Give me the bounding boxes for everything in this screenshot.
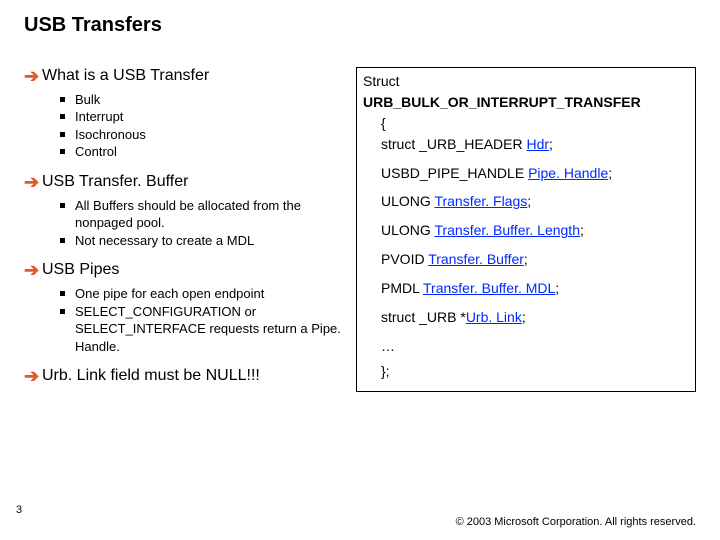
sublist-2: All Buffers should be allocated from the…: [24, 197, 348, 250]
list-item: Control: [60, 143, 348, 161]
code-text: ULONG: [381, 222, 434, 238]
struct-name: URB_BULK_OR_INTERRUPT_TRANSFER: [363, 94, 641, 110]
code-line: struct _URB *Urb. Link;: [363, 308, 689, 327]
code-text: PVOID: [381, 251, 428, 267]
code-line: struct _URB_HEADER Hdr;: [363, 135, 689, 154]
code-struct-box: Struct URB_BULK_OR_INTERRUPT_TRANSFER { …: [356, 67, 696, 392]
code-link[interactable]: Hdr: [526, 136, 549, 152]
code-link[interactable]: Pipe. Handle: [528, 165, 608, 181]
list-item: SELECT_CONFIGURATION or SELECT_INTERFACE…: [60, 303, 348, 356]
code-text: ;: [549, 136, 553, 152]
section-title: USB Transfer. Buffer: [42, 173, 188, 191]
list-item: All Buffers should be allocated from the…: [60, 197, 348, 232]
list-text: Interrupt: [75, 108, 123, 126]
code-line: URB_BULK_OR_INTERRUPT_TRANSFER: [363, 93, 689, 112]
section-title: What is a USB Transfer: [42, 67, 209, 85]
code-text: ;: [522, 309, 526, 325]
bullet-icon: [60, 309, 65, 314]
list-text: Control: [75, 143, 117, 161]
code-text: struct _URB *: [381, 309, 466, 325]
code-text: ULONG: [381, 193, 434, 209]
section-heading-3: ➔ USB Pipes: [24, 261, 348, 281]
page-number: 3: [16, 504, 22, 516]
slide: USB Transfers ➔ What is a USB Transfer B…: [0, 0, 720, 540]
sublist-1: Bulk Interrupt Isochronous Control: [24, 91, 348, 161]
list-item: Not necessary to create a MDL: [60, 232, 348, 250]
copyright-footer: © 2003 Microsoft Corporation. All rights…: [456, 516, 696, 528]
code-text: ;: [524, 251, 528, 267]
code-link[interactable]: Transfer. Buffer. Length: [434, 222, 580, 238]
code-link[interactable]: Transfer. Buffer: [428, 251, 524, 267]
spacer: [363, 271, 689, 279]
code-line: …: [363, 337, 689, 356]
code-text: ;: [580, 222, 584, 238]
code-text: ;: [555, 280, 559, 296]
spacer: [363, 329, 689, 337]
list-item: Bulk: [60, 91, 348, 109]
section-title: USB Pipes: [42, 261, 119, 279]
spacer: [363, 213, 689, 221]
code-link[interactable]: Urb. Link: [466, 309, 522, 325]
page-title: USB Transfers: [24, 14, 696, 37]
code-link[interactable]: Transfer. Flags: [434, 193, 527, 209]
arrow-icon: ➔: [24, 67, 42, 87]
code-line: {: [363, 114, 689, 133]
list-text: All Buffers should be allocated from the…: [75, 197, 348, 232]
list-text: One pipe for each open endpoint: [75, 285, 264, 303]
left-column: ➔ What is a USB Transfer Bulk Interrupt …: [24, 67, 356, 391]
spacer: [363, 300, 689, 308]
code-text: USBD_PIPE_HANDLE: [381, 165, 528, 181]
list-item: Isochronous: [60, 126, 348, 144]
content-row: ➔ What is a USB Transfer Bulk Interrupt …: [24, 67, 696, 392]
code-link[interactable]: Transfer. Buffer. MDL: [423, 280, 555, 296]
bullet-icon: [60, 149, 65, 154]
list-text: SELECT_CONFIGURATION or SELECT_INTERFACE…: [75, 303, 348, 356]
spacer: [363, 184, 689, 192]
arrow-icon: ➔: [24, 367, 42, 387]
list-text: Bulk: [75, 91, 100, 109]
code-text: struct _URB_HEADER: [381, 136, 526, 152]
bullet-icon: [60, 203, 65, 208]
code-line: Struct: [363, 72, 689, 91]
spacer: [363, 242, 689, 250]
bullet-icon: [60, 132, 65, 137]
arrow-icon: ➔: [24, 173, 42, 193]
code-line: ULONG Transfer. Flags;: [363, 192, 689, 211]
section-heading-4: ➔ Urb. Link field must be NULL!!!: [24, 367, 348, 387]
code-text: ;: [527, 193, 531, 209]
code-text: PMDL: [381, 280, 423, 296]
code-text: ;: [608, 165, 612, 181]
bullet-icon: [60, 97, 65, 102]
arrow-icon: ➔: [24, 261, 42, 281]
section-heading-1: ➔ What is a USB Transfer: [24, 67, 348, 87]
bullet-icon: [60, 238, 65, 243]
section-title: Urb. Link field must be NULL!!!: [42, 367, 260, 385]
list-item: Interrupt: [60, 108, 348, 126]
sublist-3: One pipe for each open endpoint SELECT_C…: [24, 285, 348, 355]
bullet-icon: [60, 114, 65, 119]
code-line: USBD_PIPE_HANDLE Pipe. Handle;: [363, 164, 689, 183]
list-text: Isochronous: [75, 126, 146, 144]
code-line: PVOID Transfer. Buffer;: [363, 250, 689, 269]
bullet-icon: [60, 291, 65, 296]
code-line: ULONG Transfer. Buffer. Length;: [363, 221, 689, 240]
code-line: };: [363, 362, 689, 381]
section-heading-2: ➔ USB Transfer. Buffer: [24, 173, 348, 193]
code-line: PMDL Transfer. Buffer. MDL;: [363, 279, 689, 298]
spacer: [363, 156, 689, 164]
list-item: One pipe for each open endpoint: [60, 285, 348, 303]
list-text: Not necessary to create a MDL: [75, 232, 254, 250]
